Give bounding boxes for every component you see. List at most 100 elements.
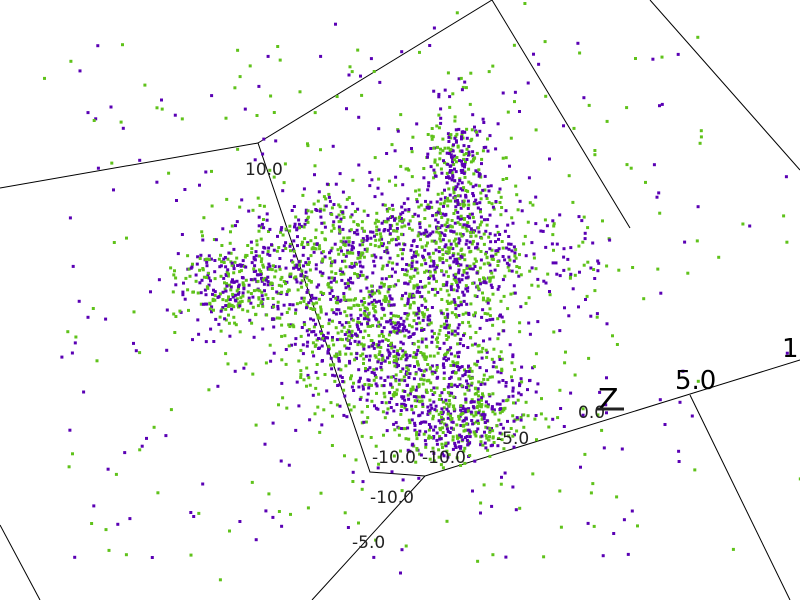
scatter-point xyxy=(386,217,390,221)
scatter-point xyxy=(268,267,272,271)
scatter-point xyxy=(199,302,203,306)
scatter-point xyxy=(316,313,320,317)
scatter-point xyxy=(293,264,297,268)
scatter-point xyxy=(465,147,469,151)
scatter-point xyxy=(569,275,572,279)
scatter-point xyxy=(469,234,473,238)
scatter-point xyxy=(446,312,450,316)
scatter-point xyxy=(209,327,213,331)
scatter-point xyxy=(388,227,392,230)
scatter-point xyxy=(488,375,492,379)
scatter-point xyxy=(337,225,341,229)
scatter-point xyxy=(273,265,277,269)
scatter-point xyxy=(173,331,177,334)
scatter-point xyxy=(401,367,405,371)
scatter-point xyxy=(492,207,496,211)
scatter-point xyxy=(407,397,411,401)
scatter-point xyxy=(450,391,454,395)
scatter-point xyxy=(446,412,450,416)
scatter-point xyxy=(238,302,242,306)
scatter-point xyxy=(626,552,630,556)
scatter-point xyxy=(447,453,451,457)
scatter-point xyxy=(432,89,436,93)
scatter-point xyxy=(440,407,444,411)
scatter-point xyxy=(464,276,468,280)
scatter-point xyxy=(292,249,296,253)
scatter-point xyxy=(655,195,659,199)
scatter-point xyxy=(472,230,475,234)
scatter-point xyxy=(510,361,514,365)
scatter-point xyxy=(400,257,404,261)
scatter-point xyxy=(367,334,371,337)
scatter-point xyxy=(385,246,389,250)
scatter-point xyxy=(630,509,634,513)
scatter-point xyxy=(327,344,331,348)
scatter-point xyxy=(483,312,487,315)
scatter-point xyxy=(496,230,500,234)
scatter-point xyxy=(470,212,474,216)
scatter-point xyxy=(469,139,473,143)
scatter-point xyxy=(334,22,337,26)
scatter-point xyxy=(334,296,338,300)
scatter-point xyxy=(336,384,340,387)
scatter-point xyxy=(695,239,699,243)
scatter-point xyxy=(369,236,373,240)
scatter-point xyxy=(408,219,412,223)
scatter-point xyxy=(204,340,208,344)
scatter-point xyxy=(432,168,436,172)
scatter-point xyxy=(271,264,275,268)
scatter-point xyxy=(389,330,393,334)
scatter-point xyxy=(408,421,412,425)
scatter-point xyxy=(396,279,400,283)
scatter-point xyxy=(424,420,428,424)
scatter-point xyxy=(488,232,492,236)
scatter-point xyxy=(457,414,461,418)
scatter-point xyxy=(441,466,445,470)
scatter-point xyxy=(432,277,436,281)
scatter-point xyxy=(382,298,386,302)
scatter-point xyxy=(518,330,522,334)
scatter-point xyxy=(431,251,435,255)
scatter-point xyxy=(337,252,341,256)
scatter-point xyxy=(483,277,487,281)
scatter-point xyxy=(500,438,504,442)
scatter-point xyxy=(377,324,381,328)
scatter-point xyxy=(281,189,285,193)
scatter-point xyxy=(462,269,466,272)
scatter-point xyxy=(255,114,259,117)
scatter-point xyxy=(428,44,432,47)
scatter-point xyxy=(482,280,486,284)
scatter-point xyxy=(256,273,260,277)
scatter-point xyxy=(441,400,445,404)
scatter-point xyxy=(438,256,442,260)
scatter-point xyxy=(420,337,424,341)
scatter-point xyxy=(253,158,257,162)
scatter-point xyxy=(241,259,245,263)
scatter-point xyxy=(313,111,317,115)
scatter-point xyxy=(361,384,365,388)
scatter-point xyxy=(387,260,391,264)
scatter-point xyxy=(390,385,394,389)
scatter-point xyxy=(484,145,488,149)
scatter-point xyxy=(417,476,421,480)
scatter-point xyxy=(169,266,173,270)
scatter-point xyxy=(279,228,283,232)
scatter-point xyxy=(205,285,209,289)
scatter-point xyxy=(496,122,500,126)
scatter-point xyxy=(465,271,469,275)
scatter-point xyxy=(399,357,403,361)
scatter-point xyxy=(446,348,450,352)
scatter-point xyxy=(507,235,511,238)
scatter-point xyxy=(380,267,384,271)
scatter-point xyxy=(330,246,334,250)
scatter-point xyxy=(463,461,467,465)
scatter-point xyxy=(467,384,471,388)
scatter-point xyxy=(477,172,481,176)
scatter-point xyxy=(375,218,379,222)
scatter-point xyxy=(187,308,190,312)
scatter-point xyxy=(467,150,471,154)
scatter-point xyxy=(388,179,391,183)
scatter-point xyxy=(183,297,187,301)
scatter-point xyxy=(399,412,403,416)
